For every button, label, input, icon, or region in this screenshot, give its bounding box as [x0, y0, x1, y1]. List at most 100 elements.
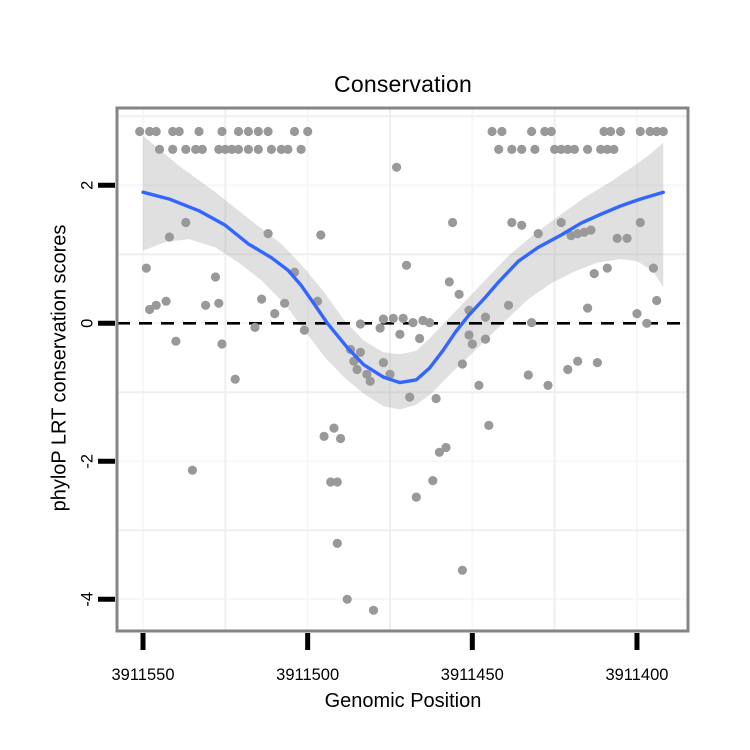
data-point	[467, 339, 477, 349]
data-point	[355, 319, 365, 329]
data-point	[214, 298, 224, 308]
data-point	[253, 126, 263, 137]
panel-border	[115, 106, 690, 633]
x-axis-tick-label: 3911500	[276, 666, 339, 684]
data-point	[480, 334, 491, 344]
confidence-ribbon	[143, 135, 664, 410]
data-point	[599, 126, 609, 137]
data-point	[592, 358, 603, 368]
data-point	[355, 347, 365, 357]
data-point	[368, 605, 379, 615]
x-axis-label: Genomic Position	[324, 690, 482, 712]
data-point	[214, 144, 224, 154]
data-point	[243, 144, 253, 154]
data-point	[530, 144, 540, 154]
data-point	[622, 233, 632, 243]
data-point	[415, 333, 425, 344]
data-point	[194, 126, 204, 137]
data-point	[296, 144, 306, 154]
data-point	[362, 369, 372, 379]
data-point	[257, 294, 267, 304]
data-point	[457, 359, 467, 369]
data-point	[233, 126, 244, 137]
data-point	[316, 230, 326, 240]
data-point	[454, 289, 464, 299]
data-point	[527, 318, 537, 328]
data-point	[378, 314, 388, 324]
data-point	[289, 126, 300, 137]
data-point	[563, 144, 573, 154]
data-point	[395, 329, 405, 339]
data-point	[448, 217, 458, 228]
data-point	[187, 465, 197, 475]
data-point	[181, 217, 191, 228]
data-point	[250, 322, 260, 332]
data-point	[151, 126, 161, 137]
data-point	[652, 126, 662, 137]
data-point	[602, 263, 612, 273]
data-point	[164, 232, 174, 242]
data-point	[589, 269, 599, 279]
data-point	[434, 447, 444, 457]
data-point	[332, 538, 342, 549]
data-point	[230, 374, 240, 384]
data-point	[181, 144, 191, 154]
data-point	[329, 423, 339, 433]
data-point	[583, 144, 593, 154]
x-axis-tick-label: 3911550	[112, 666, 175, 684]
data-point	[332, 477, 342, 487]
data-point	[517, 220, 527, 230]
data-point	[220, 144, 230, 154]
data-point	[217, 339, 227, 349]
data-point	[342, 594, 352, 604]
data-point	[612, 233, 622, 243]
data-point	[171, 336, 181, 346]
data-point	[135, 126, 145, 137]
data-point	[652, 295, 662, 306]
data-point	[533, 229, 543, 239]
y-axis-tick-label: -2	[78, 454, 96, 469]
data-point	[474, 380, 484, 390]
data-point	[658, 126, 668, 137]
data-point	[168, 126, 178, 137]
data-point	[266, 144, 276, 154]
data-point	[645, 126, 655, 137]
data-point	[606, 126, 616, 137]
data-point	[276, 144, 286, 154]
data-point	[540, 126, 550, 137]
data-point	[632, 309, 642, 319]
data-point	[154, 144, 165, 154]
data-point	[388, 313, 398, 323]
y-axis-tick-label: -4	[78, 592, 96, 607]
data-point	[583, 303, 593, 313]
data-point	[145, 304, 155, 315]
data-point	[283, 144, 293, 154]
data-point	[303, 126, 313, 137]
data-point	[398, 313, 408, 323]
data-point	[523, 370, 533, 380]
data-point	[336, 433, 346, 444]
data-point	[428, 476, 438, 486]
data-point	[550, 144, 560, 154]
x-axis-tick-label: 3911450	[441, 666, 504, 684]
data-point	[615, 126, 626, 137]
data-point	[174, 126, 184, 137]
data-point	[233, 144, 244, 154]
data-point	[365, 376, 375, 386]
data-point	[507, 144, 517, 154]
data-point	[497, 126, 507, 137]
data-point	[197, 144, 207, 154]
data-point	[401, 260, 412, 270]
data-point	[263, 229, 273, 239]
data-point	[484, 420, 494, 430]
data-point	[543, 380, 553, 390]
data-point	[602, 144, 612, 154]
data-point	[480, 312, 491, 322]
chart-title: Conservation	[334, 71, 472, 97]
data-point	[556, 217, 566, 228]
data-point	[227, 144, 237, 154]
data-point	[444, 277, 454, 287]
data-point	[210, 272, 221, 282]
